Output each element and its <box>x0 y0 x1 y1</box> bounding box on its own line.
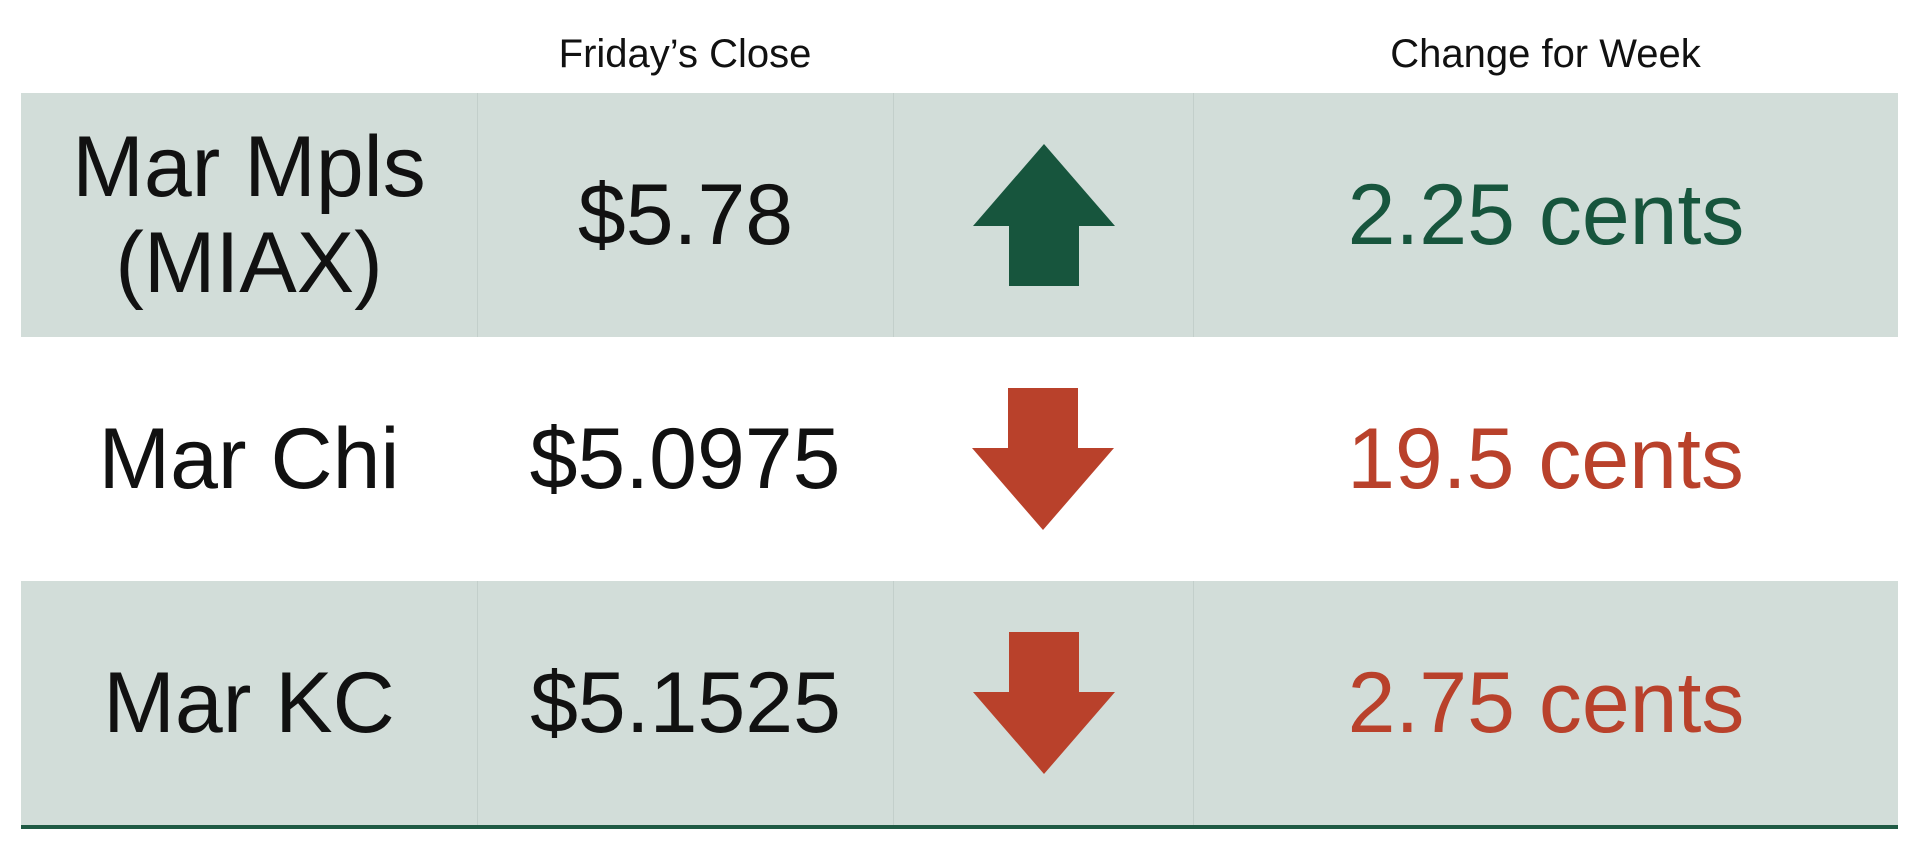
contract-name-line1: Mar Chi <box>98 411 400 507</box>
weekly-change-cell: 2.25 cents <box>1193 93 1898 337</box>
table-row-mar-kc: Mar KC $5.1525 2.75 cents <box>21 581 1898 825</box>
contract-name-cell: Mar Mpls (MIAX) <box>21 93 477 337</box>
direction-cell <box>893 93 1193 337</box>
arrow-down-icon <box>972 632 1115 774</box>
contract-name: Mar Chi <box>98 411 399 507</box>
contract-name-line2: (MIAX) <box>115 215 383 311</box>
arrow-down-icon <box>972 388 1114 530</box>
contract-name-line1: Mar KC <box>103 655 395 751</box>
close-price-cell: $5.0975 <box>477 337 893 581</box>
price-table: Mar Mpls (MIAX) $5.78 2.25 cents Mar Chi… <box>21 93 1898 825</box>
close-price: $5.1525 <box>530 655 841 751</box>
weekly-change: 2.75 cents <box>1347 655 1745 751</box>
contract-name: Mar Mpls (MIAX) <box>72 119 426 311</box>
close-price-cell: $5.78 <box>477 93 893 337</box>
contract-name: Mar KC <box>103 655 394 751</box>
weekly-change: 2.25 cents <box>1347 167 1745 263</box>
column-header-fridays-close: Friday’s Close <box>558 32 812 76</box>
direction-cell <box>893 337 1193 581</box>
close-price: $5.78 <box>577 167 794 263</box>
close-price-cell: $5.1525 <box>477 581 893 825</box>
table-row-mar-mpls: Mar Mpls (MIAX) $5.78 2.25 cents <box>21 93 1898 337</box>
table-row-mar-chi: Mar Chi $5.0975 19.5 cents <box>21 337 1898 581</box>
table-header: Friday’s Close Change for Week <box>0 0 1920 93</box>
weekly-change-cell: 19.5 cents <box>1193 337 1898 581</box>
arrow-up-icon <box>972 144 1115 286</box>
contract-name-cell: Mar Chi <box>21 337 477 581</box>
direction-cell <box>893 581 1193 825</box>
contract-name-cell: Mar KC <box>21 581 477 825</box>
contract-name-line1: Mar Mpls <box>72 119 426 215</box>
bottom-rule <box>21 825 1898 829</box>
column-header-change-for-week: Change for Week <box>1390 32 1701 76</box>
close-price: $5.0975 <box>529 411 841 507</box>
weekly-change: 19.5 cents <box>1347 411 1744 507</box>
weekly-change-cell: 2.75 cents <box>1193 581 1898 825</box>
